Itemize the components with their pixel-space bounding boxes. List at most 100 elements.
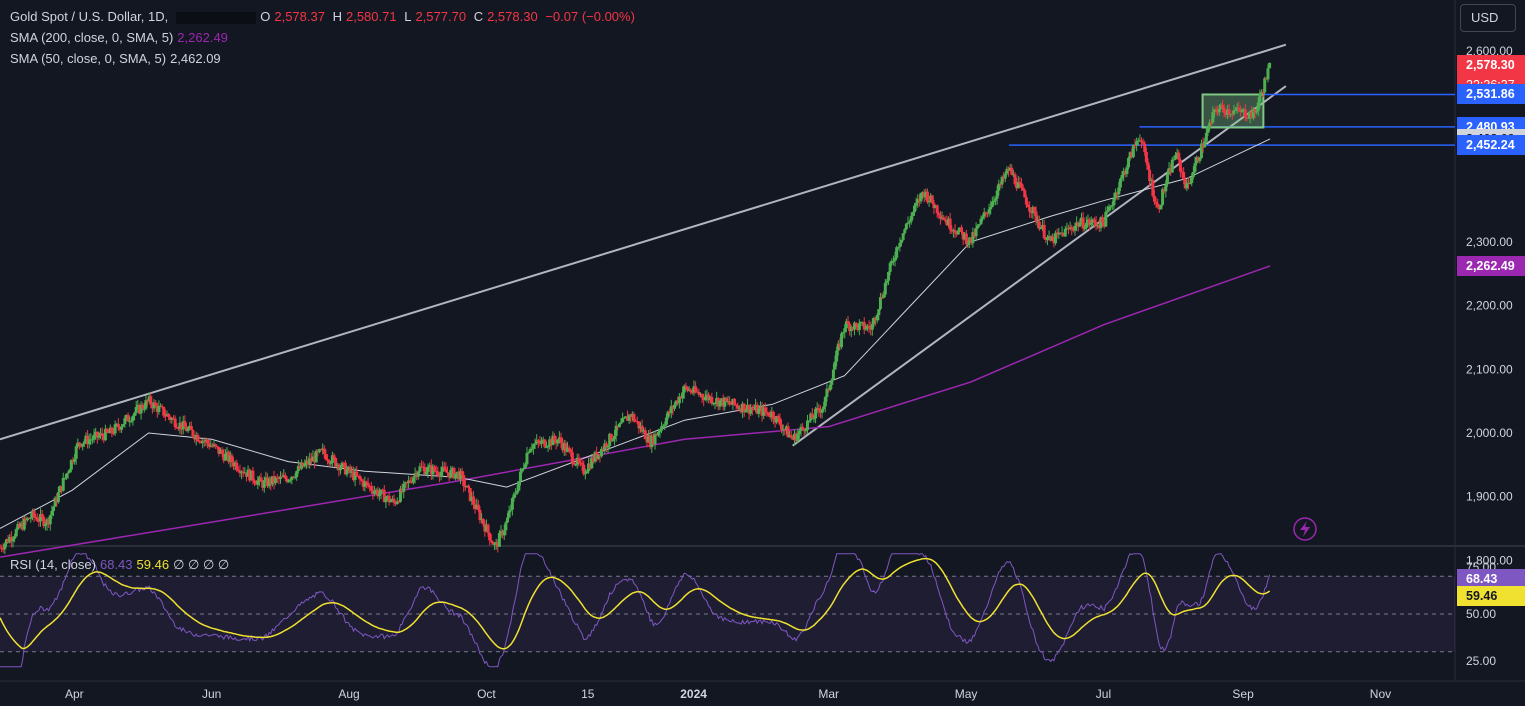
candle-body xyxy=(600,448,604,457)
candle-body xyxy=(911,212,915,216)
candle xyxy=(1159,204,1163,210)
candle xyxy=(947,216,951,228)
candle-body xyxy=(342,462,346,464)
candle xyxy=(527,451,531,454)
candle xyxy=(236,466,240,473)
candle-body xyxy=(1070,227,1074,230)
candle-body xyxy=(257,477,261,481)
candle xyxy=(173,415,177,431)
candle xyxy=(653,430,657,450)
y-tick-label: 2,100.00 xyxy=(1466,362,1513,376)
candle xyxy=(1125,164,1129,178)
sma50-legend[interactable]: SMA (50, close, 0, SMA, 5) 2,462.09 xyxy=(10,50,225,68)
candle-body xyxy=(1253,109,1257,113)
candle-body xyxy=(616,425,620,428)
candle xyxy=(985,212,989,218)
candle-body xyxy=(804,430,808,432)
lightning-icon[interactable] xyxy=(1290,514,1320,544)
candle xyxy=(144,395,148,411)
candle xyxy=(287,479,291,483)
candle xyxy=(530,443,534,453)
candle xyxy=(171,415,175,420)
rsi-value: 68.43 xyxy=(99,557,133,572)
candle-body xyxy=(416,471,420,477)
candle-body xyxy=(478,509,482,521)
candle-body xyxy=(454,473,458,479)
candle-body xyxy=(193,436,197,440)
candle xyxy=(14,527,18,538)
candle xyxy=(317,448,321,454)
candle xyxy=(937,211,941,220)
candle xyxy=(664,413,668,427)
candle xyxy=(791,436,795,441)
candle xyxy=(776,413,780,423)
candle-body xyxy=(609,433,613,441)
candle xyxy=(311,450,315,462)
candle-body xyxy=(716,398,720,407)
candle xyxy=(561,437,565,453)
x-tick-label: Oct xyxy=(477,687,496,701)
candle-body xyxy=(29,517,33,519)
currency-button[interactable]: USD xyxy=(1460,4,1516,32)
candle xyxy=(1071,226,1075,233)
candle-body xyxy=(389,500,393,503)
candle xyxy=(1161,187,1165,207)
candle-body xyxy=(66,472,70,474)
candle xyxy=(1063,225,1067,238)
candle xyxy=(1149,177,1153,185)
rsi-legend[interactable]: RSI (14, close) 68.43 59.46 ∅ ∅ ∅ ∅ xyxy=(10,556,233,574)
candle xyxy=(319,448,323,451)
price-tag: 2,531.86 xyxy=(1457,84,1525,105)
candle xyxy=(883,278,887,298)
candle xyxy=(838,337,842,351)
candle xyxy=(609,433,613,443)
candle xyxy=(677,392,681,409)
candle-body xyxy=(528,449,532,453)
candle xyxy=(52,505,56,517)
candle-body xyxy=(588,463,592,469)
candle xyxy=(1263,76,1267,94)
low-value: 2,577.70 xyxy=(415,9,467,24)
candle xyxy=(643,427,647,440)
candle xyxy=(277,475,281,485)
candle xyxy=(1029,211,1033,219)
candle-body xyxy=(1041,224,1045,228)
candle-body xyxy=(392,498,396,503)
candle-body xyxy=(611,439,615,441)
candle xyxy=(1138,134,1142,143)
candle-body xyxy=(1010,167,1014,175)
candle-body xyxy=(593,452,597,462)
candle xyxy=(1255,108,1259,115)
candle-body xyxy=(1188,182,1192,184)
candle xyxy=(254,479,258,485)
candle-body xyxy=(1088,219,1092,225)
candle xyxy=(924,188,928,201)
candle xyxy=(854,322,858,328)
candle-body xyxy=(1120,174,1124,179)
candle xyxy=(275,473,279,483)
candle-body xyxy=(1217,108,1221,113)
candle xyxy=(188,422,192,430)
candle xyxy=(689,388,693,395)
candle-body xyxy=(191,430,195,437)
candle xyxy=(105,427,109,434)
candle xyxy=(61,472,65,492)
candle-body xyxy=(442,466,446,469)
candle xyxy=(629,413,633,423)
candle-body xyxy=(1177,152,1181,160)
candle xyxy=(796,429,800,444)
candle xyxy=(893,251,897,267)
candle xyxy=(1099,216,1103,232)
candle-body xyxy=(1020,183,1024,188)
candle xyxy=(410,476,414,484)
candle-body xyxy=(47,519,51,525)
candle xyxy=(1123,169,1127,178)
candle xyxy=(801,423,805,430)
candle-body xyxy=(99,433,103,436)
candle xyxy=(444,462,448,473)
candle xyxy=(270,476,274,487)
candle xyxy=(280,472,284,478)
sma200-legend[interactable]: SMA (200, close, 0, SMA, 5) 2,262.49 xyxy=(10,29,232,47)
candle xyxy=(1201,137,1205,153)
